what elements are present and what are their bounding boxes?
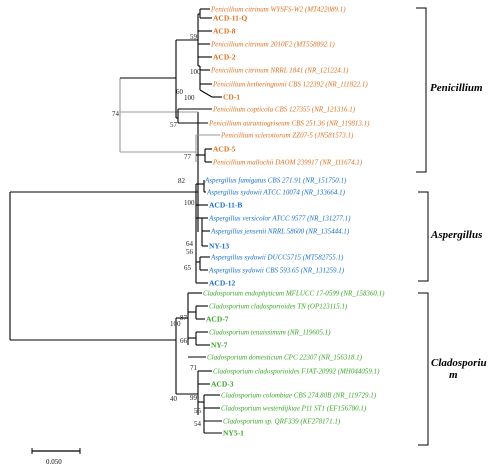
tip-label-aspergillus: Aspergillus versicolor ATCC 9577 (NR_131… <box>208 215 351 223</box>
tip-label-cladosporium: Cladosporium endophyticum MFLUCC 17-0599… <box>203 290 385 298</box>
clade-label-cladosporium-line2: m <box>449 369 458 381</box>
tip-label-penicillium: Penicillium citrinum WYSFS-W2 (MT422089.… <box>210 6 346 14</box>
clade-label-penicillium: Penicillium <box>430 82 483 94</box>
tip-label-aspergillus: NY-13 <box>209 242 229 251</box>
tip-label-aspergillus: Aspergillus jensenii NRRL 58600 (NR_1354… <box>210 228 350 236</box>
bootstrap-value: 82 <box>178 177 186 185</box>
tip-label-cladosporium: Cladosporium domesticum CPC 22307 (NR_15… <box>207 354 363 362</box>
bootstrap-value: 57 <box>170 121 178 129</box>
scale-bar: 0.050 <box>31 448 81 466</box>
bootstrap-value: 60 <box>176 88 184 96</box>
tip-label-cladosporium: Cladosporium tenuissimum (NR_119605.1) <box>209 329 331 337</box>
bootstrap-value: 40 <box>170 395 178 403</box>
bootstrap-value: 74 <box>112 110 120 118</box>
tip-label-penicillium: Penicillium sclerotiorum ZZ07-5 (JN58157… <box>220 132 354 140</box>
tip-label-penicillium: Penicillium copticola CBS 127355 (NR_121… <box>212 106 356 114</box>
tip-label-cladosporium: Cladosporium cladosporioides TN (OP12311… <box>209 303 348 311</box>
tip-label-penicillium: ACD-5 <box>213 145 236 154</box>
bootstrap-value: 65 <box>184 264 192 272</box>
tip-label-aspergillus: Aspergillus sydowii ATCC 10074 (NR_13366… <box>206 189 346 197</box>
bootstrap-value: 100 <box>190 68 201 76</box>
tip-labels: Penicillium citrinum WYSFS-W2 (MT422089.… <box>203 6 385 438</box>
tip-label-aspergillus: Aspergillus sydowii DUCC5715 (MT582755.1… <box>210 254 344 262</box>
tip-label-cladosporium: Cladosporium sp. QRF339 (KF278171.1) <box>223 418 341 426</box>
tip-label-cladosporium: Cladosporium colombiae CBS 274.80B (NR_1… <box>221 392 377 400</box>
tip-label-penicillium: ACD-8 <box>213 27 236 36</box>
tip-label-cladosporium: NY5-1 <box>223 429 244 438</box>
bootstrap-value: 54 <box>194 420 202 428</box>
bootstrap-value: 100 <box>170 320 181 328</box>
tip-label-cladosporium: ACD-3 <box>211 380 234 389</box>
tip-label-aspergillus: Aspergillus sydowii CBS 593.65 (NR_13125… <box>208 267 345 275</box>
tree-branches <box>9 8 222 434</box>
tip-label-aspergillus: ACD-11-B <box>209 201 242 210</box>
clade-bracket-cladosporium: Cladosporiu m <box>418 292 487 446</box>
bootstrap-value: 56 <box>186 248 194 256</box>
tip-label-penicillium: Penicillium citrinum NRRL 1841 (NR_12122… <box>210 67 349 75</box>
tip-label-penicillium: Penicillium mallochii DAOM 239917 (NR_11… <box>212 159 363 167</box>
tip-label-penicillium: Penicillium hetheringtonii CBS 122392 (N… <box>212 81 368 89</box>
bootstrap-value: 71 <box>190 364 198 372</box>
tip-label-penicillium: Penicillium citrinum 2010F2 (MT558892.1) <box>210 41 335 49</box>
tip-label-penicillium: ACD-2 <box>213 53 236 62</box>
tree-branch <box>199 89 213 98</box>
bootstrap-value: 99 <box>190 394 198 402</box>
bootstrap-value: 66 <box>180 337 188 345</box>
tip-label-penicillium: Penicillium aurantiogriseum CBS 251.36 (… <box>208 120 370 128</box>
bootstrap-value: 100 <box>184 94 195 102</box>
scale-bar-label: 0.050 <box>46 458 62 466</box>
tip-label-cladosporium: ACD-7 <box>206 315 229 324</box>
bootstrap-value: 87 <box>180 314 188 322</box>
tip-label-aspergillus: ACD-12 <box>209 279 235 288</box>
bootstrap-value: 100 <box>184 199 195 207</box>
bootstrap-value: 64 <box>186 240 194 248</box>
clade-label-cladosporium-line1: Cladosporiu <box>431 357 487 369</box>
bootstrap-values: 5910060577410077821006456651008766407199… <box>112 33 202 428</box>
bootstrap-value: 59 <box>190 33 198 41</box>
clade-bracket-penicillium: Penicillium <box>416 7 483 173</box>
bootstrap-value: 55 <box>194 407 202 415</box>
clade-bracket-aspergillus: Aspergillus <box>418 191 482 282</box>
tip-label-penicillium: CD-1 <box>223 93 240 102</box>
clade-label-aspergillus: Aspergillus <box>430 229 482 241</box>
bootstrap-value: 77 <box>184 153 192 161</box>
tip-label-cladosporium: NY-7 <box>211 341 228 350</box>
tip-label-cladosporium: Cladosporium cladosporioides FJAT-20992 … <box>213 368 380 376</box>
tip-label-penicillium: ACD-11-Q <box>213 14 247 23</box>
tip-label-cladosporium: Cladosporium westerdijkiae P11 ST1 (EF15… <box>221 405 367 413</box>
tip-label-aspergillus: Aspergillus fumigatus CBS 271.91 (NR_151… <box>204 177 347 185</box>
